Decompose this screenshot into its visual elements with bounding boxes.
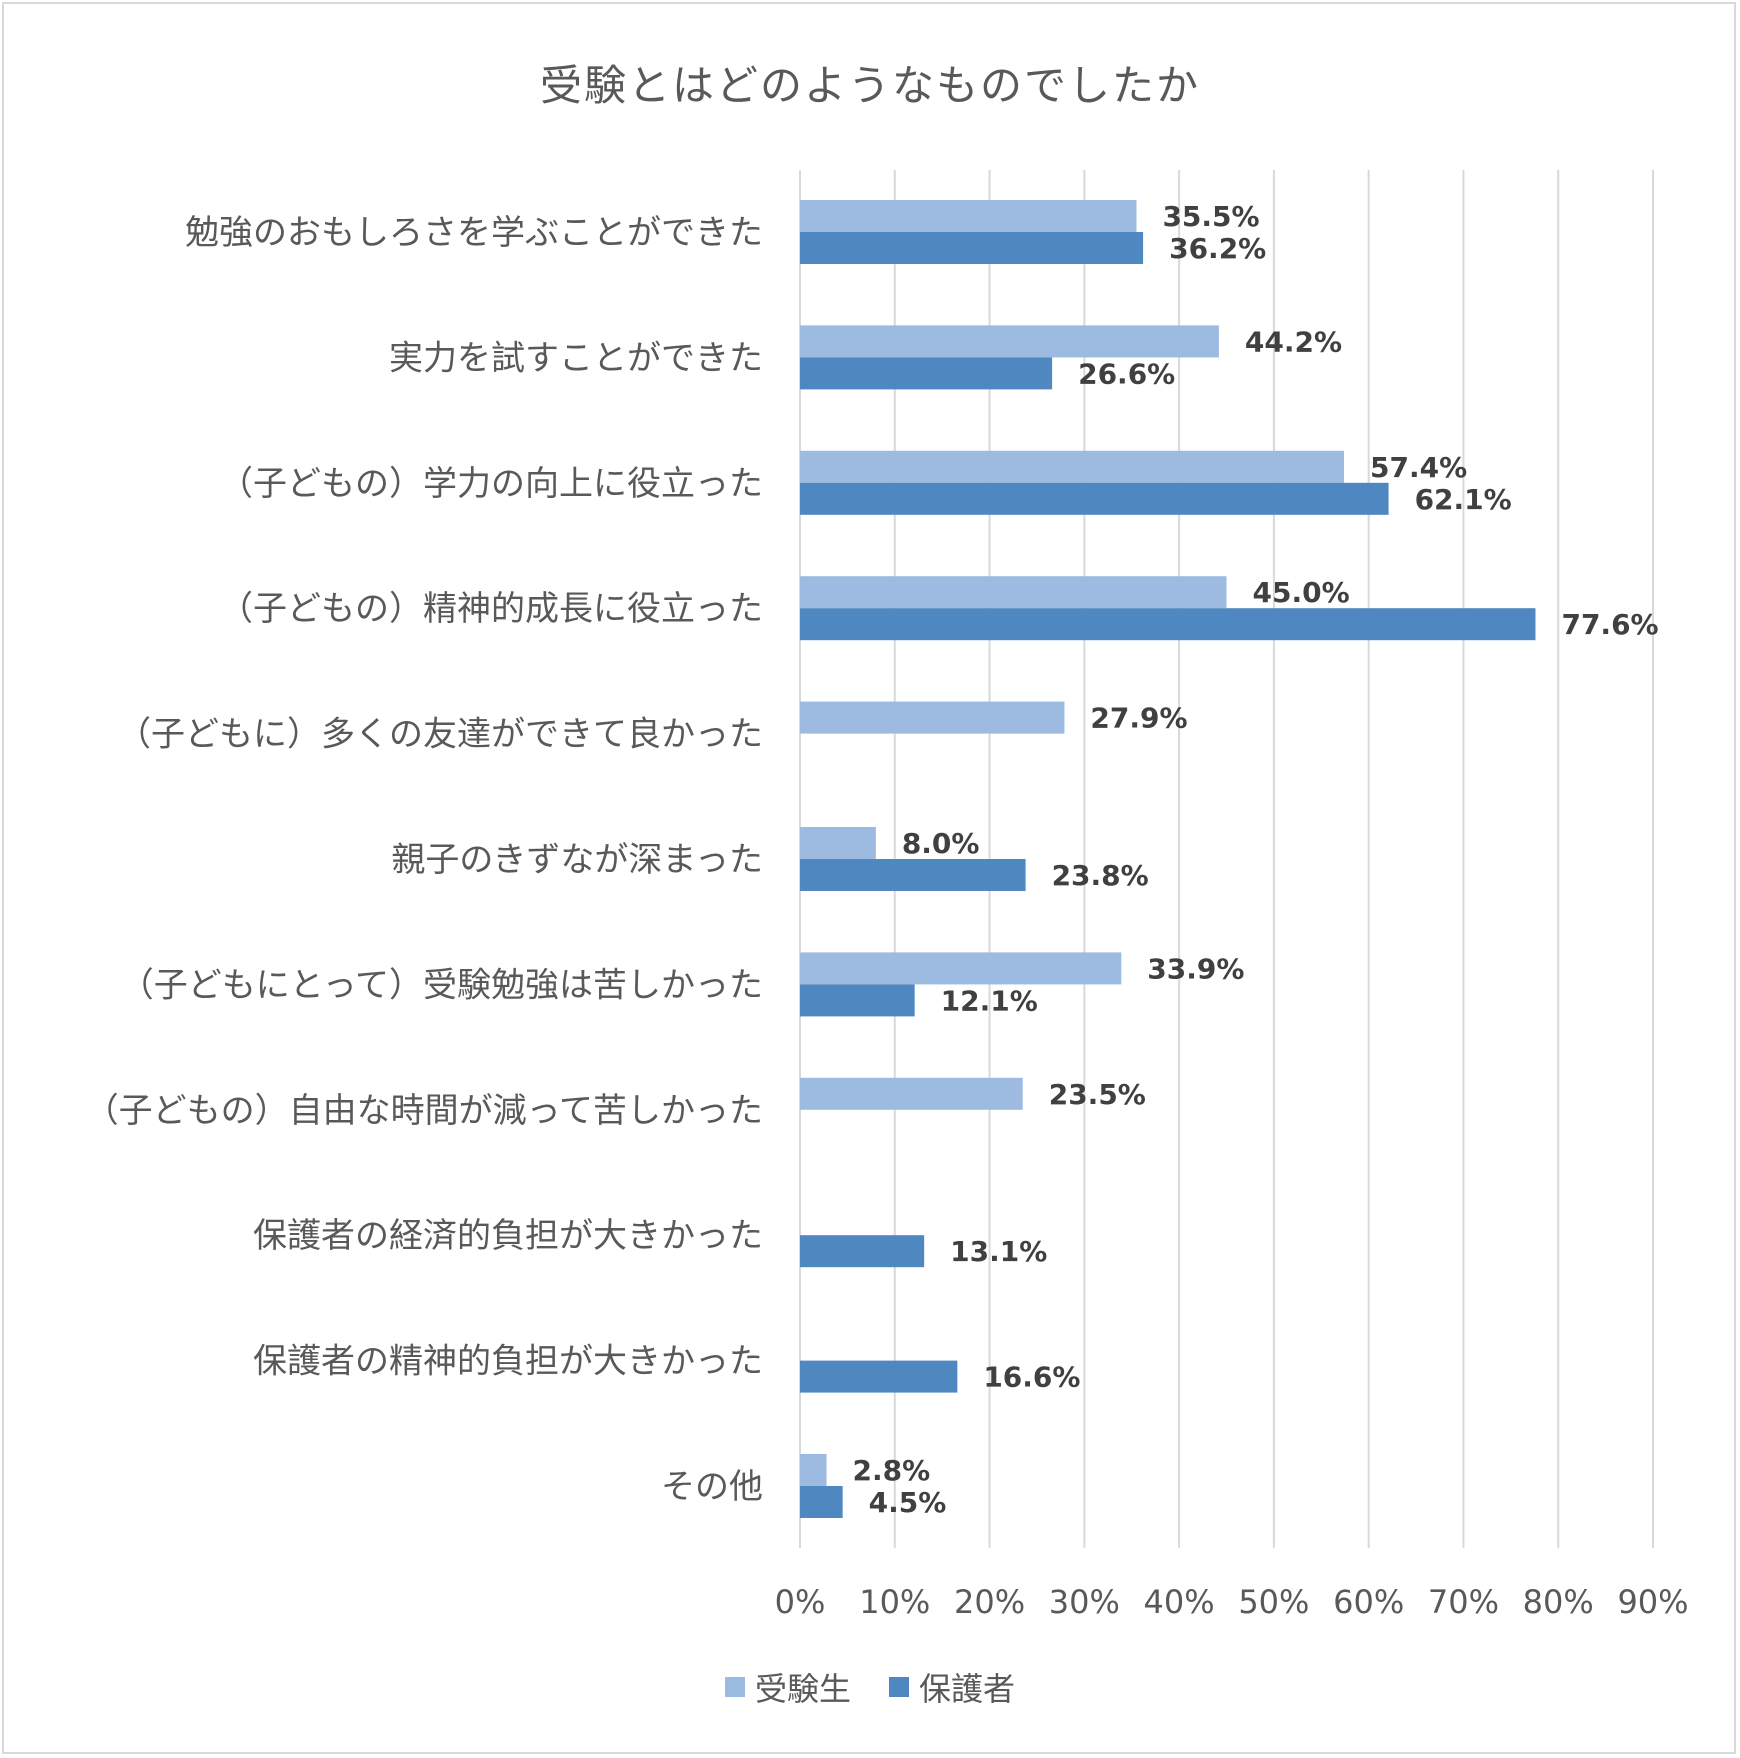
x-tick-label: 80% — [1523, 1583, 1594, 1621]
legend-item-series-0: 受験生 — [724, 1664, 851, 1710]
bar-series-1 — [800, 1360, 958, 1393]
labels: 0% 10% 20% 30% 40% 50% 60% 70% 80% 90% 勉強のおもしろさを学ぶ… — [85, 200, 1689, 1621]
x-tick-label: 70% — [1428, 1583, 1499, 1621]
category-label: （子どもにとって）受験勉強は苦しかった — [120, 965, 763, 1005]
category-label: （子どもに）多くの友達ができて良かった — [117, 715, 763, 755]
bar-series-1 — [800, 482, 1389, 515]
data-label: 23.8% — [1052, 859, 1149, 892]
legend-swatch — [889, 1677, 909, 1697]
data-label: 44.2% — [1245, 325, 1342, 358]
data-label: 33.9% — [1147, 952, 1244, 985]
data-label: 35.5% — [1162, 200, 1259, 233]
category-label: （子どもの）精神的成長に役立った — [219, 589, 763, 629]
data-label: 8.0% — [902, 827, 980, 860]
legend-item-series-1: 保護者 — [889, 1664, 1015, 1710]
x-tick-label: 90% — [1617, 1583, 1688, 1621]
category-label: 保護者の経済的負担が大きかった — [253, 1216, 763, 1256]
legend-label: 保護者 — [919, 1670, 1016, 1708]
bar-series-1 — [800, 357, 1053, 390]
x-tick-label: 30% — [1049, 1583, 1120, 1621]
x-tick-label: 0% — [775, 1583, 826, 1621]
category-label: その他 — [661, 1467, 763, 1507]
bar-series-1 — [800, 232, 1144, 264]
bar-series-0 — [800, 1454, 827, 1486]
x-tick-label: 40% — [1144, 1583, 1215, 1621]
bar-series-0 — [800, 827, 876, 859]
bar-series-0 — [800, 701, 1065, 734]
bar-series-1 — [800, 1235, 925, 1268]
x-tick-label: 60% — [1333, 1583, 1404, 1621]
bar-series-1 — [800, 608, 1536, 641]
category-label: 実力を試すことができた — [389, 338, 763, 378]
data-label: 62.1% — [1415, 483, 1512, 516]
bars — [800, 200, 1536, 1518]
bar-series-0 — [800, 1077, 1023, 1110]
chart-title: 受験とはどのようなものでしたか — [539, 61, 1200, 110]
bar-series-0 — [800, 200, 1137, 232]
x-tick-label: 10% — [859, 1583, 930, 1621]
legend-label: 受験生 — [754, 1670, 851, 1708]
category-label: 親子のきずなが深まった — [391, 840, 763, 880]
data-label: 12.1% — [941, 984, 1038, 1017]
legend-swatch — [724, 1677, 745, 1697]
x-tick-label: 50% — [1238, 1583, 1309, 1621]
bar-series-1 — [800, 1486, 843, 1518]
x-tick-label: 20% — [954, 1583, 1025, 1621]
bar-series-0 — [800, 952, 1122, 985]
category-label: （子どもの）学力の向上に役立った — [219, 464, 763, 504]
data-label: 36.2% — [1169, 232, 1266, 265]
category-label: 勉強のおもしろさを学ぶことができた — [185, 213, 763, 253]
data-label: 23.5% — [1049, 1078, 1146, 1111]
data-label: 27.9% — [1090, 702, 1187, 735]
data-label: 2.8% — [853, 1454, 931, 1487]
data-label: 13.1% — [950, 1235, 1047, 1268]
data-label: 26.6% — [1078, 357, 1175, 390]
bar-series-0 — [800, 325, 1219, 358]
legend: 受験生 保護者 — [0, 1664, 1740, 1710]
bar-series-0 — [800, 450, 1345, 483]
category-label: （子どもの）自由な時間が減って苦しかった — [85, 1091, 763, 1131]
data-label: 4.5% — [869, 1486, 947, 1519]
bar-series-0 — [800, 576, 1227, 609]
data-label: 57.4% — [1370, 451, 1467, 484]
data-label: 77.6% — [1561, 608, 1658, 641]
data-label: 45.0% — [1253, 576, 1350, 609]
bar-series-1 — [800, 984, 915, 1017]
category-label: 保護者の精神的負担が大きかった — [253, 1342, 763, 1382]
data-label: 16.6% — [983, 1361, 1080, 1394]
bar-series-1 — [800, 859, 1026, 891]
